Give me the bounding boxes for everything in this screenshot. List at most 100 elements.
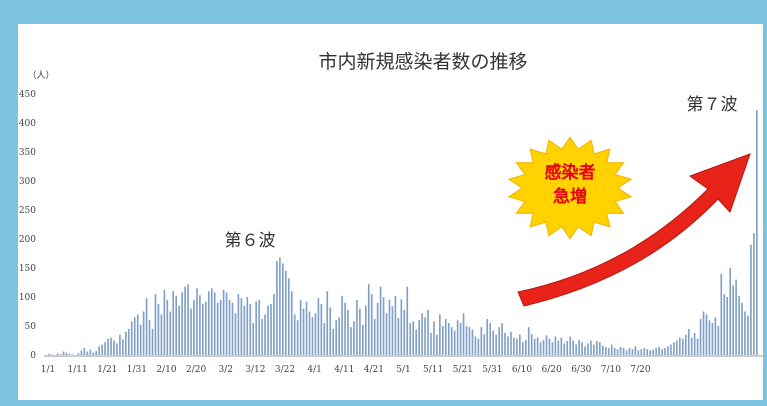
bar [207, 291, 210, 355]
bar [679, 337, 681, 355]
bar [160, 314, 163, 355]
bar [439, 314, 441, 355]
bar [216, 302, 219, 355]
bar [513, 337, 515, 355]
bar [652, 349, 654, 355]
bar [717, 326, 720, 355]
bar [604, 346, 607, 355]
bar [338, 317, 340, 355]
bar [199, 295, 201, 355]
bar [542, 339, 545, 355]
bar [670, 344, 672, 355]
bar [551, 342, 554, 355]
bar [50, 354, 53, 355]
bar [282, 263, 284, 355]
bar [584, 346, 586, 355]
bar [631, 349, 634, 355]
increase-arrow [517, 153, 751, 307]
bar [453, 330, 456, 355]
bar [684, 334, 687, 355]
bar [409, 323, 412, 355]
bar [524, 339, 527, 355]
bar [412, 321, 415, 355]
bar [554, 336, 557, 355]
wave6-label: 第６波 [225, 231, 276, 251]
bar [427, 309, 429, 355]
bar [258, 299, 260, 355]
x-tick-label: 6/10 [512, 365, 532, 375]
bar [738, 295, 740, 355]
bar [362, 324, 364, 355]
bar [421, 313, 423, 355]
bar [317, 298, 320, 355]
bar [690, 337, 693, 355]
bar [400, 299, 403, 355]
bar [504, 332, 506, 355]
x-tick-label: 5/31 [482, 365, 502, 375]
bar [122, 339, 124, 355]
bar [252, 323, 255, 355]
bar [557, 340, 560, 355]
bar [708, 320, 711, 355]
x-tick-label: 2/20 [186, 365, 206, 375]
bar [673, 342, 675, 355]
x-tick-label: 1/21 [97, 365, 117, 375]
bar [720, 273, 723, 355]
bar [119, 334, 121, 355]
bar [86, 351, 89, 355]
bar [510, 331, 512, 355]
bar [107, 338, 109, 355]
bar [151, 328, 154, 355]
bar [750, 244, 752, 355]
bar [459, 323, 462, 355]
bar [154, 294, 157, 355]
wave7-label: 第７波 [687, 95, 738, 115]
x-tick-label: 5/21 [453, 365, 473, 375]
bar [344, 302, 346, 355]
bar [456, 320, 459, 355]
bar [157, 303, 160, 355]
x-axis-ticks: 1/1 1/11 1/21 1/31 2/10 2/20 3/2 3/12 3/22 4/1 4/1… [41, 365, 651, 375]
bar [237, 294, 240, 355]
bar [397, 317, 400, 355]
x-tick-label: 1/1 [41, 365, 55, 375]
bar [640, 349, 643, 355]
y-tick-label: 0 [30, 351, 36, 361]
bar [705, 314, 708, 355]
bar [125, 331, 127, 355]
bar [193, 299, 195, 355]
bar [406, 286, 409, 355]
bar [308, 311, 311, 355]
bar [744, 311, 746, 355]
bar [634, 346, 637, 355]
bar [394, 295, 397, 355]
bar [296, 320, 299, 355]
bar [495, 334, 497, 355]
bar [661, 349, 663, 355]
bar [545, 335, 548, 355]
bar [628, 348, 631, 355]
bar [341, 295, 343, 355]
x-tick-label: 3/2 [219, 365, 233, 375]
bar [450, 327, 453, 355]
x-tick-label: 5/11 [423, 365, 443, 375]
bar [655, 348, 657, 355]
bar [563, 343, 566, 355]
bar [756, 110, 758, 356]
bar [246, 297, 249, 355]
bar [142, 311, 145, 355]
bar [273, 294, 275, 355]
bar [403, 309, 406, 355]
bar [649, 350, 652, 355]
bar [471, 329, 474, 355]
y-unit-label: （人） [27, 70, 54, 81]
bar-series [48, 110, 758, 356]
bar [353, 321, 355, 355]
bar [430, 332, 432, 355]
bar [415, 329, 417, 355]
x-tick-label: 7/10 [601, 365, 621, 375]
bar [370, 294, 373, 355]
y-tick-label: 250 [19, 206, 36, 216]
bar [175, 295, 178, 355]
bar [723, 294, 726, 355]
